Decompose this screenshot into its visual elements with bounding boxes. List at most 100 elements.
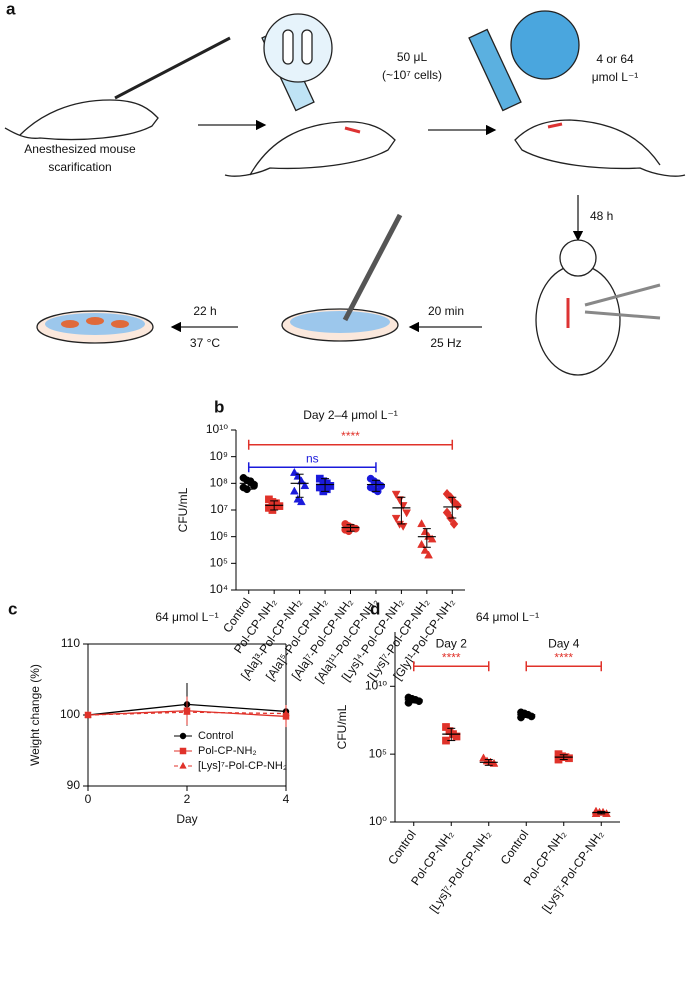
scalpel <box>114 36 231 100</box>
marker <box>322 485 331 494</box>
group-label: Day 4 <box>548 636 580 650</box>
scar <box>547 122 563 129</box>
legend-label: Pol-CP-NH₂ <box>198 745 257 757</box>
y-axis-label: Weight change (%) <box>28 664 42 766</box>
y-axis-label: CFU/mL <box>176 487 190 532</box>
dose-label: μmol L⁻¹ <box>592 70 639 84</box>
chart-title: 64 μmol L⁻¹ <box>155 610 218 624</box>
marker <box>424 550 433 559</box>
colony <box>61 320 79 328</box>
marker <box>452 732 461 741</box>
marker <box>272 499 280 508</box>
marker <box>420 545 430 554</box>
bracket-label: **** <box>341 429 360 443</box>
y-tick-label: 90 <box>67 778 81 792</box>
time-label: 48 h <box>590 209 613 223</box>
y-tick-label: 10⁷ <box>210 502 228 516</box>
bubble <box>263 13 333 83</box>
mouse <box>224 121 396 177</box>
y-tick-label: 110 <box>61 636 80 650</box>
dose-label: (~10⁷ cells) <box>382 68 442 82</box>
time-label: 20 min <box>428 304 464 318</box>
time-label: 37 °C <box>190 336 220 350</box>
marker <box>296 497 306 506</box>
panel-label: c <box>8 599 17 618</box>
schematic <box>4 10 686 376</box>
marker <box>453 500 462 511</box>
marker <box>398 522 408 531</box>
marker <box>282 709 290 717</box>
mouse <box>535 264 621 376</box>
dose-label: 50 μL <box>397 50 428 64</box>
marker <box>179 761 187 769</box>
y-tick-label: 10⁹ <box>210 449 229 463</box>
bacteria <box>301 29 313 65</box>
marker <box>179 732 187 740</box>
y-tick-label: 10⁰ <box>369 814 387 828</box>
scissors <box>584 283 661 307</box>
y-tick-label: 100 <box>60 707 80 721</box>
marker <box>391 514 401 523</box>
chart-title: 64 μmol L⁻¹ <box>476 610 539 624</box>
marker <box>351 524 360 533</box>
x-tick-label: Control <box>498 828 532 868</box>
legend-label: [Lys]⁷-Pol-CP-NH₂ <box>198 760 287 772</box>
time-label: 22 h <box>193 304 216 318</box>
x-tick-label: Control <box>385 828 419 868</box>
marker <box>250 482 258 490</box>
y-tick-label: 10⁶ <box>210 529 228 543</box>
bubble <box>510 10 580 80</box>
panel-label: b <box>214 397 224 416</box>
colony <box>111 320 129 328</box>
legend-label: Control <box>198 730 233 742</box>
group-label: Day 2 <box>436 636 468 650</box>
marker <box>183 708 191 715</box>
y-tick-label: 10⁸ <box>210 476 228 490</box>
step-label: scarification <box>48 160 111 174</box>
mouse <box>4 99 159 141</box>
marker <box>179 747 187 755</box>
y-axis-label: CFU/mL <box>335 704 349 749</box>
marker <box>565 754 573 763</box>
marker <box>417 539 426 548</box>
bracket-label: **** <box>554 650 573 664</box>
y-tick-label: 10⁴ <box>209 582 228 596</box>
scissors <box>584 310 661 320</box>
x-tick-label: 2 <box>184 792 191 806</box>
x-tick-label: 0 <box>85 792 92 806</box>
marker <box>417 519 426 528</box>
liquid <box>290 311 390 333</box>
scar <box>344 126 361 134</box>
marker <box>527 712 536 721</box>
y-tick-label: 10⁵ <box>369 746 387 760</box>
panel-label: d <box>370 599 380 618</box>
mouse-head <box>559 239 597 277</box>
bracket-label: ns <box>306 451 319 465</box>
marker <box>427 534 437 543</box>
marker <box>449 518 459 530</box>
marker <box>84 710 92 718</box>
marker <box>415 697 423 706</box>
pipette <box>342 213 403 322</box>
dose-label: 4 or 64 <box>596 52 634 66</box>
panel-label: a <box>6 0 16 18</box>
time-label: 25 Hz <box>430 336 461 350</box>
y-tick-label: 10¹⁰ <box>206 422 228 436</box>
marker <box>391 490 401 499</box>
marker <box>300 481 310 490</box>
y-tick-label: 10⁵ <box>210 556 228 570</box>
chart-title: Day 2–4 μmol L⁻¹ <box>303 408 398 422</box>
marker <box>398 502 408 511</box>
bacteria <box>282 29 294 65</box>
mouse <box>514 119 686 177</box>
step-label: Anesthesized mouse <box>24 142 136 156</box>
x-axis-label: Day <box>176 812 197 826</box>
syringe <box>468 28 522 112</box>
bracket-label: **** <box>442 650 461 664</box>
colony <box>86 317 104 325</box>
x-tick-label: 4 <box>283 792 290 806</box>
marker <box>402 509 412 518</box>
y-tick-label: 10¹⁰ <box>365 678 387 692</box>
marker <box>289 486 299 495</box>
